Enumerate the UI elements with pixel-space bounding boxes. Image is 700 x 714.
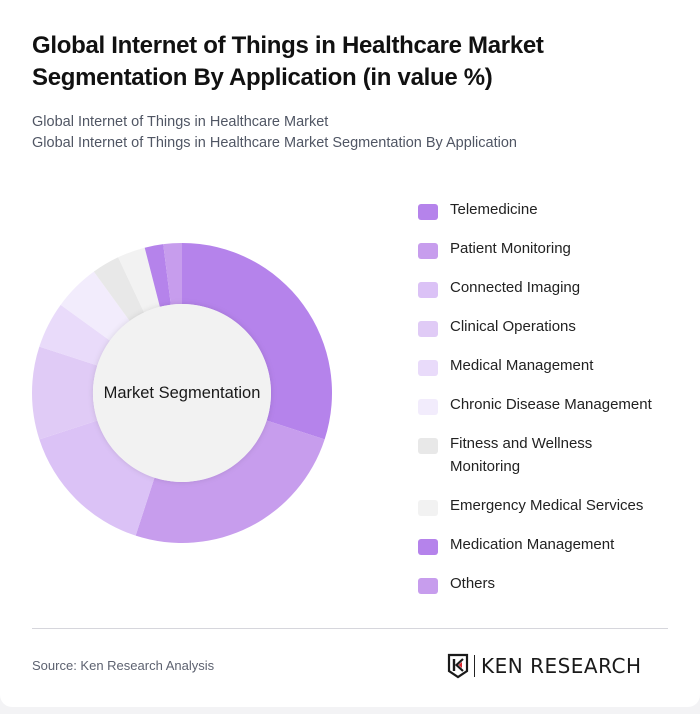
legend-item-chronic-disease-management[interactable]: Chronic Disease Management	[418, 393, 678, 416]
donut-slice-fitness-and-wellness-monitoring[interactable]	[93, 257, 145, 321]
logo-text: KEN RESEARCH	[481, 654, 642, 678]
legend-label: Telemedicine	[450, 201, 538, 218]
footer-divider	[32, 628, 668, 629]
logo-separator	[474, 655, 475, 677]
legend-swatch	[418, 321, 438, 337]
legend-label: Others	[450, 575, 496, 592]
legend-item-fitness-wellness[interactable]: Fitness and Wellness Monitoring	[418, 432, 678, 478]
legend-label: Fitness and Wellness Monitoring	[450, 435, 593, 475]
subtitle: Global Internet of Things in Healthcare …	[32, 112, 517, 154]
donut-slice-clinical-operations[interactable]	[32, 346, 98, 440]
donut-chart: Market Segmentation	[32, 243, 332, 543]
legend-swatch	[418, 500, 438, 516]
legend-item-others[interactable]: Others	[418, 572, 678, 595]
page-title: Global Internet of Things in Healthcare …	[32, 32, 544, 91]
donut-slice-medication-management[interactable]	[144, 244, 171, 307]
legend-item-medication-management[interactable]: Medication Management	[418, 533, 678, 556]
legend-label: Chronic Disease Management	[450, 396, 652, 413]
source-text: Source: Ken Research Analysis	[32, 658, 215, 673]
donut-slice-connected-imaging[interactable]	[39, 420, 155, 536]
donut-slice-medical-management[interactable]	[39, 304, 110, 366]
legend-swatch	[418, 204, 438, 220]
legend-label: Emergency Medical Services	[450, 497, 644, 514]
legend-swatch	[418, 360, 438, 376]
legend-swatch	[418, 438, 438, 454]
legend-swatch	[418, 243, 438, 259]
donut-slice-chronic-disease-management[interactable]	[60, 271, 130, 341]
ken-research-logo: KEN RESEARCH	[447, 652, 642, 680]
legend-item-clinical-operations[interactable]: Clinical Operations	[418, 315, 678, 338]
legend-swatch	[418, 539, 438, 555]
legend-label: Connected Imaging	[450, 279, 581, 296]
legend-item-patient-monitoring[interactable]: Patient Monitoring	[418, 237, 678, 260]
legend-label: Medical Management	[450, 357, 594, 374]
donut-center	[93, 304, 271, 482]
legend-item-medical-management[interactable]: Medical Management	[418, 354, 678, 377]
center-label: Market Segmentation	[103, 383, 261, 402]
subtitle-line-1: Global Internet of Things in Healthcare …	[32, 114, 329, 130]
legend-label: Clinical Operations	[450, 318, 576, 335]
donut-slice-others[interactable]	[163, 243, 182, 305]
donut-slice-emergency-medical-services[interactable]	[118, 247, 160, 313]
legend-swatch	[418, 399, 438, 415]
legend-label: Medication Management	[450, 536, 615, 553]
ken-research-shield-icon	[447, 653, 469, 679]
legend-item-telemedicine[interactable]: Telemedicine	[418, 198, 678, 221]
donut-chart-svg	[32, 243, 332, 543]
donut-slice-telemedicine[interactable]	[182, 243, 332, 440]
legend: Telemedicine Patient Monitoring Connecte…	[418, 198, 678, 611]
legend-swatch	[418, 282, 438, 298]
donut-slice-patient-monitoring[interactable]	[135, 420, 325, 543]
legend-item-connected-imaging[interactable]: Connected Imaging	[418, 276, 678, 299]
legend-item-emergency-medical-services[interactable]: Emergency Medical Services	[418, 494, 678, 517]
legend-label: Patient Monitoring	[450, 240, 571, 257]
subtitle-line-2: Global Internet of Things in Healthcare …	[32, 135, 517, 151]
legend-swatch	[418, 578, 438, 594]
